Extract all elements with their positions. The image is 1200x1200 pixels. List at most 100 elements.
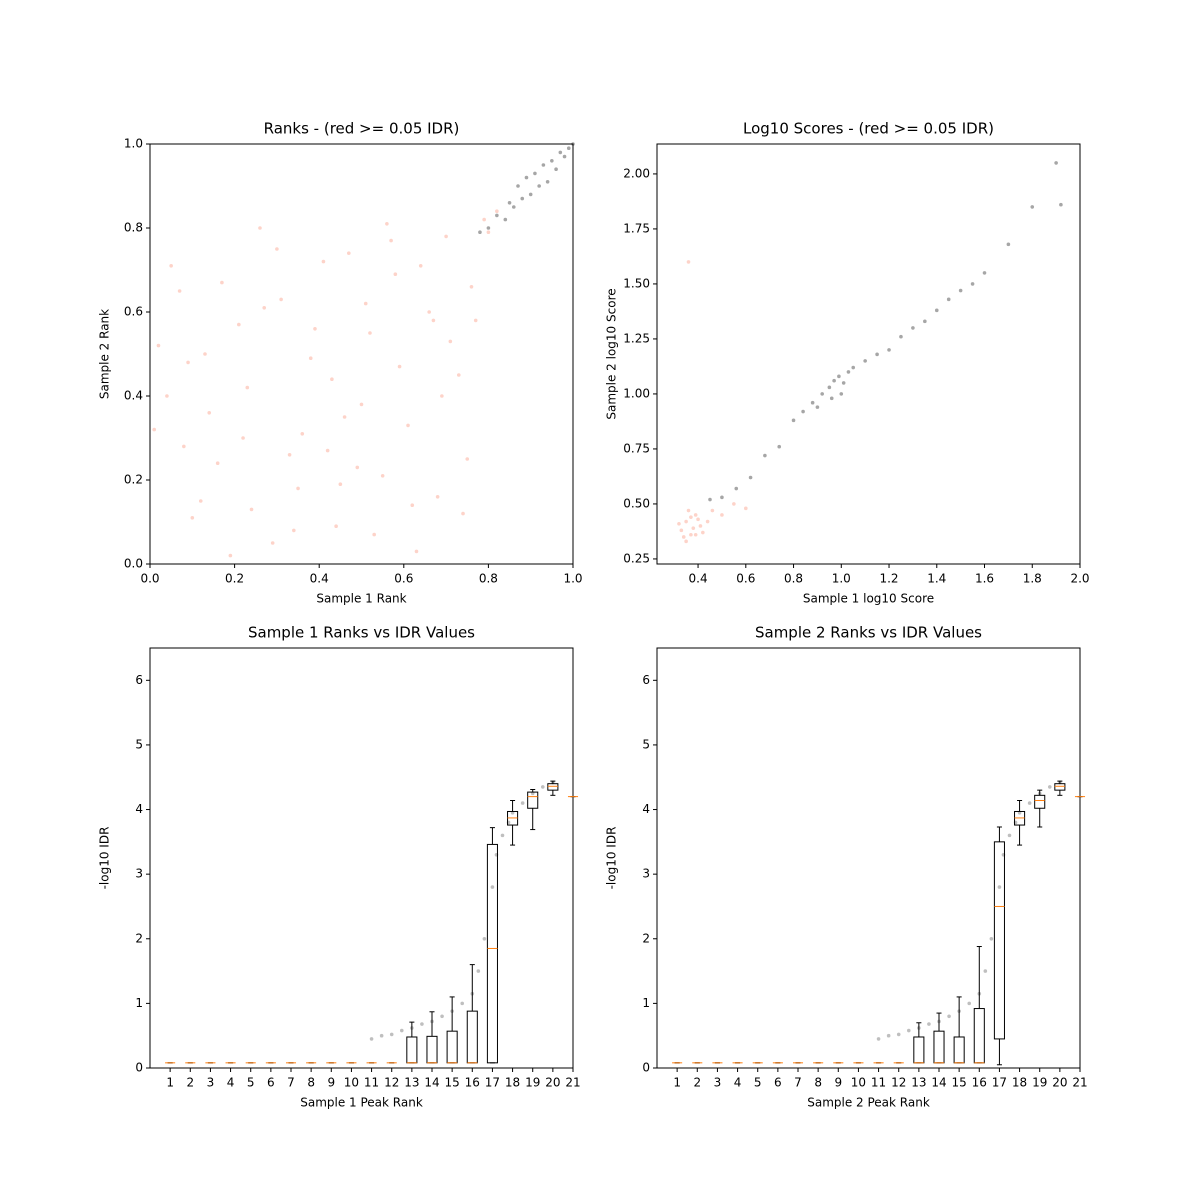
point bbox=[1047, 785, 1052, 789]
plot-area bbox=[656, 143, 1081, 565]
y-tick-label: 4 bbox=[135, 802, 143, 816]
point bbox=[558, 150, 563, 155]
y-axis-label: -log10 IDR bbox=[605, 827, 619, 890]
x-tick-label: 3 bbox=[714, 1076, 722, 1090]
point bbox=[887, 348, 891, 352]
x-tick-label: 0.6 bbox=[394, 572, 413, 586]
point bbox=[169, 264, 173, 268]
point bbox=[473, 318, 478, 323]
point bbox=[1059, 202, 1063, 207]
point bbox=[490, 885, 495, 889]
point bbox=[420, 1022, 424, 1026]
chart-title: Sample 2 Ranks vs IDR Values bbox=[755, 624, 982, 642]
point bbox=[249, 507, 254, 512]
y-axis-label: Sample 2 log10 Score bbox=[605, 288, 619, 419]
point bbox=[520, 196, 525, 201]
x-tick-label: 12 bbox=[891, 1076, 906, 1090]
box bbox=[426, 1035, 438, 1064]
x-tick-label: 1 bbox=[673, 1076, 681, 1090]
point bbox=[520, 801, 525, 805]
point bbox=[810, 400, 815, 405]
point bbox=[308, 356, 313, 361]
x-tick-label: 19 bbox=[525, 1076, 540, 1090]
box bbox=[933, 1030, 945, 1064]
point bbox=[500, 833, 505, 838]
point bbox=[389, 238, 393, 243]
point bbox=[679, 528, 684, 533]
point bbox=[399, 1028, 404, 1033]
point bbox=[237, 322, 241, 327]
box bbox=[973, 1008, 985, 1064]
point bbox=[705, 519, 710, 524]
x-tick-label: 1.0 bbox=[563, 572, 582, 586]
y-tick-label: 0.0 bbox=[124, 557, 143, 571]
chart-title: Ranks - (red >= 0.05 IDR) bbox=[264, 120, 460, 138]
x-axis-label: Sample 1 Peak Rank bbox=[300, 1096, 423, 1110]
point bbox=[486, 230, 491, 234]
x-tick-label: 13 bbox=[911, 1076, 926, 1090]
point bbox=[748, 475, 753, 480]
point bbox=[537, 184, 541, 188]
x-tick-label: 17 bbox=[992, 1076, 1007, 1090]
point bbox=[837, 374, 841, 379]
point bbox=[245, 385, 250, 390]
point bbox=[846, 370, 851, 374]
chart-title: Sample 1 Ranks vs IDR Values bbox=[248, 624, 475, 642]
y-tick-label: 1 bbox=[642, 996, 650, 1010]
point bbox=[380, 474, 385, 478]
y-tick-label: 2 bbox=[642, 931, 650, 945]
y-tick-label: 1.00 bbox=[623, 386, 650, 400]
point bbox=[495, 213, 499, 218]
point bbox=[876, 1037, 881, 1041]
y-axis-label: Sample 2 Rank bbox=[98, 309, 112, 399]
point bbox=[684, 519, 688, 524]
x-tick-label: 0.8 bbox=[784, 572, 803, 586]
point bbox=[469, 285, 474, 289]
box bbox=[1034, 794, 1046, 809]
point bbox=[511, 205, 516, 209]
point bbox=[427, 310, 431, 314]
y-tick-label: 2.00 bbox=[623, 166, 650, 180]
point bbox=[275, 247, 279, 251]
plot-area bbox=[149, 143, 574, 565]
x-tick-label: 0.4 bbox=[310, 572, 329, 586]
point bbox=[215, 461, 220, 466]
y-tick-label: 2 bbox=[135, 931, 143, 945]
point bbox=[732, 502, 736, 506]
point bbox=[839, 392, 844, 396]
y-tick-label: 0.75 bbox=[623, 441, 650, 455]
point bbox=[482, 936, 487, 941]
point bbox=[182, 444, 186, 449]
point bbox=[1006, 242, 1011, 247]
point bbox=[958, 288, 963, 293]
point bbox=[827, 385, 832, 390]
point bbox=[165, 394, 169, 398]
point bbox=[541, 163, 546, 167]
point bbox=[368, 331, 372, 335]
point bbox=[207, 411, 212, 415]
point bbox=[946, 297, 951, 302]
x-tick-label: 2 bbox=[186, 1076, 194, 1090]
point bbox=[696, 517, 700, 522]
point bbox=[1030, 205, 1035, 209]
point bbox=[465, 457, 470, 461]
x-axis-label: Sample 1 log10 Score bbox=[803, 592, 934, 606]
point bbox=[461, 511, 465, 516]
box bbox=[953, 1036, 965, 1064]
x-tick-label: 2.0 bbox=[1070, 572, 1089, 586]
y-tick-label: 0 bbox=[642, 1061, 650, 1075]
x-tick-label: 7 bbox=[287, 1076, 295, 1090]
x-tick-label: 21 bbox=[565, 1076, 580, 1090]
box bbox=[406, 1036, 418, 1064]
point bbox=[448, 339, 453, 344]
point bbox=[791, 418, 796, 423]
x-tick-label: 16 bbox=[972, 1076, 987, 1090]
point bbox=[334, 524, 338, 528]
point bbox=[686, 260, 691, 264]
point bbox=[863, 359, 867, 363]
x-tick-label: 14 bbox=[931, 1076, 946, 1090]
point bbox=[982, 271, 987, 275]
x-tick-label: 1.4 bbox=[927, 572, 946, 586]
point bbox=[406, 423, 410, 428]
point bbox=[906, 1028, 911, 1033]
